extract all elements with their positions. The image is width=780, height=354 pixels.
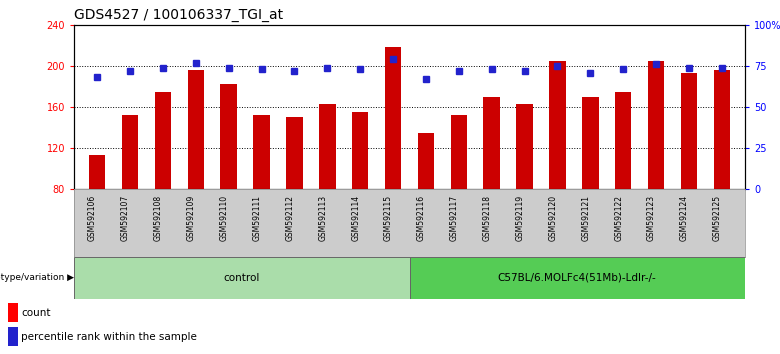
Text: GSM592122: GSM592122 — [614, 195, 623, 241]
Bar — [681, 73, 697, 189]
Bar — [615, 92, 632, 189]
Text: GDS4527 / 100106337_TGI_at: GDS4527 / 100106337_TGI_at — [74, 8, 283, 22]
Bar — [221, 85, 237, 189]
Text: GSM592123: GSM592123 — [647, 195, 656, 241]
Text: GSM592109: GSM592109 — [186, 195, 196, 241]
Text: GSM592124: GSM592124 — [680, 195, 689, 241]
Bar — [418, 133, 434, 189]
Text: GSM592119: GSM592119 — [516, 195, 525, 241]
Text: genotype/variation ▶: genotype/variation ▶ — [0, 273, 74, 282]
Text: count: count — [22, 308, 51, 318]
Bar — [410, 257, 745, 299]
Text: percentile rank within the sample: percentile rank within the sample — [22, 332, 197, 342]
Bar — [714, 70, 730, 189]
Text: GSM592125: GSM592125 — [713, 195, 722, 241]
Bar — [89, 155, 105, 189]
Bar — [516, 104, 533, 189]
Bar — [582, 97, 598, 189]
Text: GSM592106: GSM592106 — [88, 195, 98, 241]
Text: C57BL/6.MOLFc4(51Mb)-Ldlr-/-: C57BL/6.MOLFc4(51Mb)-Ldlr-/- — [498, 273, 657, 283]
Text: control: control — [224, 273, 260, 283]
Text: GSM592116: GSM592116 — [417, 195, 426, 241]
Text: GSM592107: GSM592107 — [121, 195, 130, 241]
Text: GSM592120: GSM592120 — [548, 195, 558, 241]
Bar — [484, 97, 500, 189]
Text: GSM592113: GSM592113 — [318, 195, 328, 241]
Text: GSM592121: GSM592121 — [581, 195, 590, 241]
Text: GSM592118: GSM592118 — [483, 195, 491, 241]
Bar — [451, 115, 467, 189]
Bar — [319, 104, 335, 189]
Bar — [352, 112, 368, 189]
Bar — [74, 257, 410, 299]
Text: GSM592108: GSM592108 — [154, 195, 163, 241]
Bar — [122, 115, 138, 189]
Text: GSM592115: GSM592115 — [384, 195, 393, 241]
Bar — [8, 303, 17, 322]
Text: GSM592112: GSM592112 — [285, 195, 294, 241]
Text: GSM592114: GSM592114 — [351, 195, 360, 241]
Bar — [385, 47, 401, 189]
Bar — [8, 327, 17, 346]
Bar — [286, 118, 303, 189]
Bar — [254, 115, 270, 189]
Text: GSM592110: GSM592110 — [220, 195, 229, 241]
Bar — [648, 61, 665, 189]
Bar — [154, 92, 171, 189]
Text: GSM592117: GSM592117 — [450, 195, 459, 241]
Text: GSM592111: GSM592111 — [253, 195, 261, 241]
Bar — [187, 70, 204, 189]
Bar — [549, 61, 566, 189]
